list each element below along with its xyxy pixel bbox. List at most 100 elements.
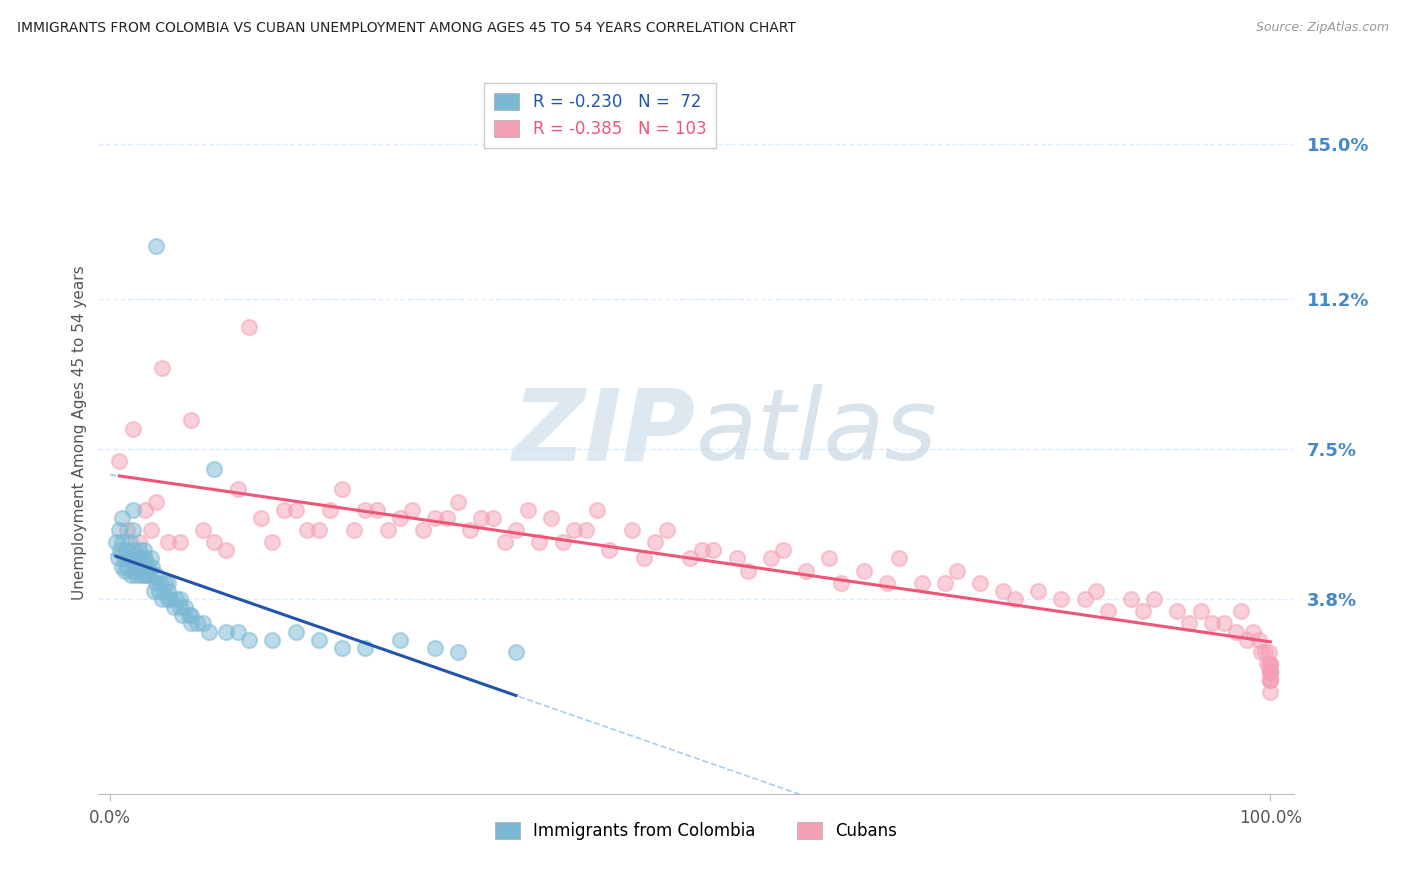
Point xyxy=(1258,645,1281,659)
Point xyxy=(111,535,134,549)
Point xyxy=(132,543,155,558)
Point xyxy=(134,567,156,582)
Point xyxy=(1247,632,1270,647)
Point xyxy=(1026,583,1049,598)
Point xyxy=(226,624,249,639)
Point xyxy=(436,511,458,525)
Point xyxy=(1189,604,1212,618)
Point xyxy=(262,632,284,647)
Point xyxy=(1212,616,1234,631)
Point xyxy=(1250,645,1272,659)
Point xyxy=(107,551,129,566)
Point xyxy=(655,523,678,537)
Point xyxy=(180,413,202,427)
Point xyxy=(111,511,134,525)
Point xyxy=(447,494,470,508)
Point xyxy=(794,564,817,578)
Point xyxy=(725,551,748,566)
Point xyxy=(330,483,353,497)
Point xyxy=(129,559,152,574)
Point xyxy=(138,567,160,582)
Point xyxy=(191,616,214,631)
Point xyxy=(562,523,585,537)
Point xyxy=(157,592,180,607)
Point xyxy=(621,523,644,537)
Point xyxy=(150,592,173,607)
Point xyxy=(1258,685,1281,699)
Legend: Immigrants from Colombia, Cubans: Immigrants from Colombia, Cubans xyxy=(488,815,904,847)
Point xyxy=(1236,632,1258,647)
Point xyxy=(134,551,156,566)
Point xyxy=(330,640,353,655)
Point xyxy=(458,523,481,537)
Point xyxy=(117,559,139,574)
Point xyxy=(934,575,956,590)
Point xyxy=(191,523,214,537)
Point xyxy=(136,567,159,582)
Point xyxy=(1258,657,1281,671)
Point xyxy=(157,583,180,598)
Point xyxy=(1225,624,1247,639)
Point xyxy=(482,511,505,525)
Point xyxy=(157,535,180,549)
Point xyxy=(308,632,330,647)
Point xyxy=(262,535,284,549)
Point xyxy=(169,600,191,615)
Point xyxy=(1119,592,1142,607)
Point xyxy=(145,567,167,582)
Point xyxy=(215,543,238,558)
Point xyxy=(319,502,342,516)
Point xyxy=(702,543,724,558)
Text: atlas: atlas xyxy=(696,384,938,481)
Point xyxy=(284,624,307,639)
Point xyxy=(830,575,852,590)
Point xyxy=(772,543,794,558)
Point xyxy=(644,535,666,549)
Point xyxy=(121,551,143,566)
Point xyxy=(131,567,153,582)
Point xyxy=(946,564,969,578)
Point xyxy=(143,583,166,598)
Point xyxy=(117,551,139,566)
Point xyxy=(141,559,163,574)
Point xyxy=(423,640,446,655)
Y-axis label: Unemployment Among Ages 45 to 54 years: Unemployment Among Ages 45 to 54 years xyxy=(72,265,87,600)
Point xyxy=(139,523,162,537)
Point xyxy=(273,502,295,516)
Point xyxy=(1258,665,1281,679)
Point xyxy=(117,523,139,537)
Point xyxy=(447,645,470,659)
Point xyxy=(366,502,388,516)
Point xyxy=(1241,624,1264,639)
Point xyxy=(1258,665,1281,679)
Point xyxy=(112,551,135,566)
Point xyxy=(575,523,598,537)
Point xyxy=(122,564,145,578)
Point xyxy=(1258,673,1281,688)
Point xyxy=(215,624,238,639)
Point xyxy=(169,592,191,607)
Point xyxy=(389,632,412,647)
Point xyxy=(139,551,162,566)
Point xyxy=(122,421,145,435)
Point xyxy=(177,608,200,623)
Point xyxy=(1256,657,1278,671)
Point xyxy=(516,502,538,516)
Point xyxy=(204,535,226,549)
Point xyxy=(1201,616,1223,631)
Point xyxy=(127,551,149,566)
Point xyxy=(818,551,841,566)
Point xyxy=(163,600,186,615)
Point xyxy=(122,523,145,537)
Point xyxy=(761,551,783,566)
Point xyxy=(993,583,1015,598)
Text: Source: ZipAtlas.com: Source: ZipAtlas.com xyxy=(1256,21,1389,34)
Point xyxy=(204,462,226,476)
Point xyxy=(1258,665,1281,679)
Point xyxy=(114,564,136,578)
Point xyxy=(1073,592,1095,607)
Point xyxy=(131,551,153,566)
Point xyxy=(505,523,527,537)
Point xyxy=(134,502,156,516)
Point xyxy=(159,592,181,607)
